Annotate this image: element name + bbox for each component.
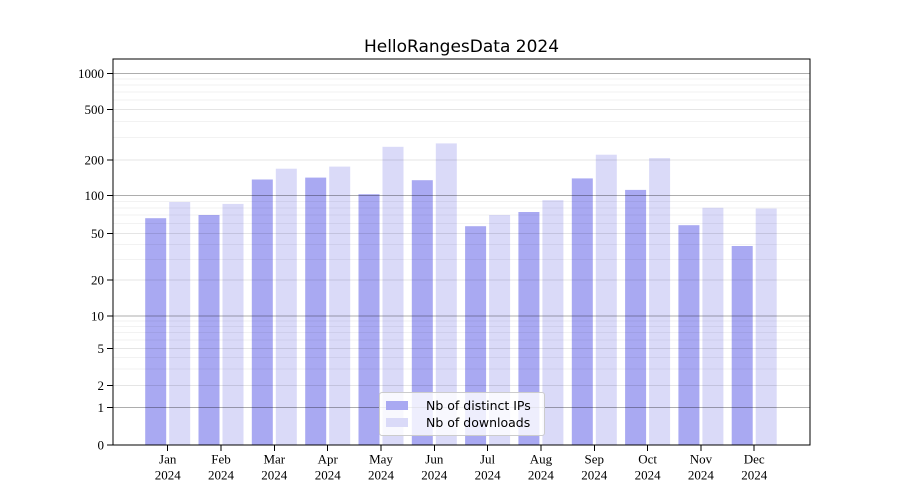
bar-distinct-ips xyxy=(411,180,433,445)
x-tick-label-year: 2024 xyxy=(581,468,608,483)
x-tick-label-month: Feb xyxy=(211,452,231,467)
y-tick-label: 1000 xyxy=(78,66,104,81)
x-tick-label-month: May xyxy=(369,452,393,467)
bar-distinct-ips xyxy=(305,177,327,445)
y-tick-label: 1 xyxy=(98,400,105,415)
bar-distinct-ips xyxy=(518,212,540,445)
x-tick-label-year: 2024 xyxy=(368,468,395,483)
bar-distinct-ips xyxy=(251,179,273,445)
bar-downloads xyxy=(702,207,724,445)
x-tick-label-year: 2024 xyxy=(741,468,768,483)
bar-distinct-ips xyxy=(465,226,487,445)
bar-distinct-ips xyxy=(358,194,380,445)
x-tick-label-month: Oct xyxy=(638,452,657,467)
bar-distinct-ips xyxy=(145,218,167,445)
y-tick-label: 2 xyxy=(98,378,105,393)
x-tick-label-month: Jun xyxy=(425,452,444,467)
bar-downloads xyxy=(755,208,777,445)
x-tick-label-month: Jan xyxy=(159,452,177,467)
x-tick-label-year: 2024 xyxy=(261,468,288,483)
x-tick-label-month: Sep xyxy=(585,452,605,467)
bar-distinct-ips xyxy=(625,189,647,445)
bar-distinct-ips xyxy=(731,246,753,445)
bar-distinct-ips xyxy=(571,178,593,445)
bar-downloads xyxy=(542,200,564,445)
x-tick-label-year: 2024 xyxy=(315,468,342,483)
plot-border xyxy=(112,58,811,446)
x-tick-label-month: Aug xyxy=(530,452,553,467)
y-tick-label: 200 xyxy=(85,153,105,168)
chart-title: HelloRangesData 2024 xyxy=(363,37,560,57)
x-tick-label-year: 2024 xyxy=(528,468,555,483)
x-tick-label-year: 2024 xyxy=(635,468,662,483)
bar-downloads xyxy=(489,215,511,445)
bar-downloads xyxy=(222,203,244,445)
legend: Nb of distinct IPs Nb of downloads xyxy=(379,392,545,436)
y-tick-label: 10 xyxy=(91,309,104,324)
x-tick-label-year: 2024 xyxy=(155,468,182,483)
bar-downloads xyxy=(595,154,617,445)
x-tick-label-year: 2024 xyxy=(208,468,235,483)
bar-downloads xyxy=(382,146,404,446)
y-tick-label: 20 xyxy=(91,273,104,288)
legend-label-distinct-ips: Nb of distinct IPs xyxy=(426,397,531,413)
y-tick-label: 50 xyxy=(91,226,104,241)
x-tick-label-month: Nov xyxy=(690,452,713,467)
legend-row-downloads: Nb of downloads xyxy=(386,414,544,430)
x-tick-label-month: Jul xyxy=(480,452,496,467)
bar-distinct-ips xyxy=(198,215,220,445)
bar-downloads xyxy=(275,168,297,445)
x-tick-label-month: Apr xyxy=(318,452,339,467)
legend-label-downloads: Nb of downloads xyxy=(426,414,531,430)
x-tick-label-year: 2024 xyxy=(421,468,448,483)
bar-downloads xyxy=(435,143,457,445)
x-tick-label-year: 2024 xyxy=(475,468,502,483)
legend-row-distinct-ips: Nb of distinct IPs xyxy=(386,397,544,413)
bar-downloads xyxy=(329,166,351,445)
x-tick-label-month: Mar xyxy=(263,452,285,467)
y-tick-label: 0 xyxy=(98,438,105,453)
legend-swatch-downloads xyxy=(386,418,408,427)
bar-downloads xyxy=(649,158,671,445)
bar-downloads xyxy=(169,202,191,445)
y-tick-label: 100 xyxy=(85,188,105,203)
legend-swatch-distinct-ips xyxy=(386,401,408,410)
y-tick-label: 500 xyxy=(85,102,105,117)
x-tick-label-year: 2024 xyxy=(688,468,715,483)
y-tick-label: 5 xyxy=(98,341,105,356)
x-tick-label-month: Dec xyxy=(744,452,765,467)
bar-distinct-ips xyxy=(678,225,700,445)
